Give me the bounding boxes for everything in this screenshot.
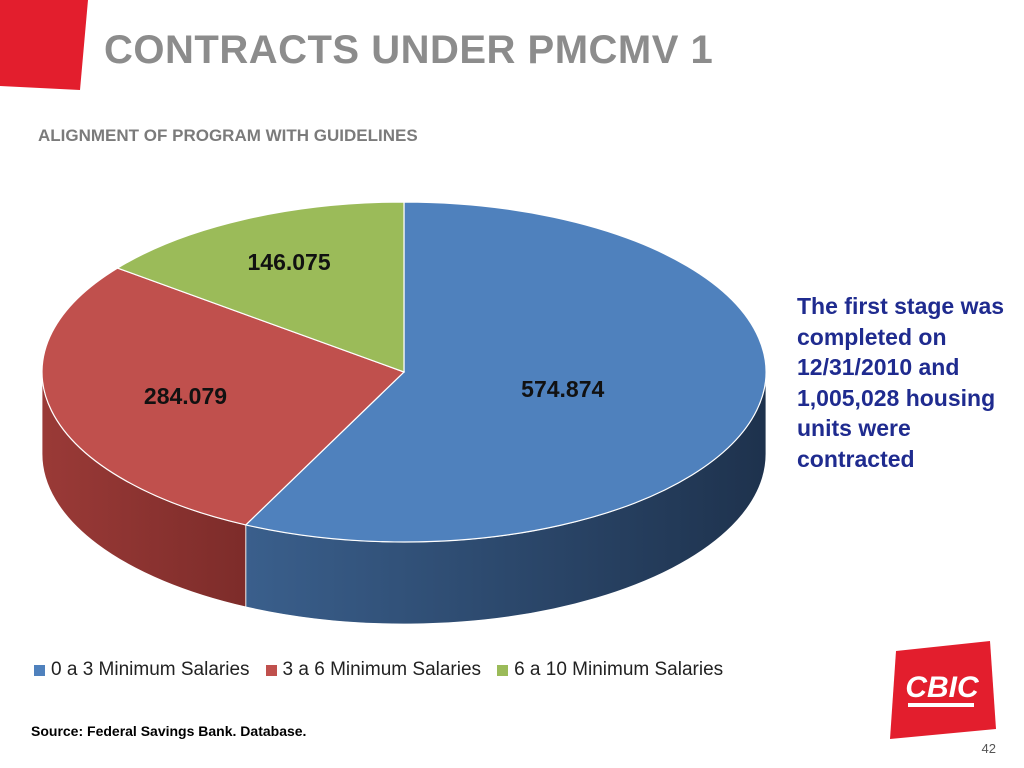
legend-label: 0 a 3 Minimum Salaries [51, 659, 250, 680]
pie-slice-0 [244, 201, 767, 543]
legend-swatch-green [497, 664, 509, 676]
pie-slice-2 [116, 201, 405, 373]
logo-text: CBIC [905, 671, 980, 704]
legend-item-6-10: 6 a 10 Minimum Salaries [497, 659, 723, 681]
legend-swatch-red [265, 664, 277, 676]
page-number: 42 [981, 741, 996, 756]
legend-item-0-3: 0 a 3 Minimum Salaries [34, 659, 250, 681]
page-title: CONTRACTS UNDER PMCMV 1 [104, 28, 714, 72]
legend-label: 6 a 10 Minimum Salaries [514, 659, 724, 680]
legend-swatch-blue [34, 664, 45, 676]
brand-red-tab [0, 0, 88, 90]
chart-legend: 0 a 3 Minimum Salaries 3 a 6 Minimum Sal… [34, 659, 739, 681]
source-note: Source: Federal Savings Bank. Database. [31, 723, 307, 739]
legend-label: 3 a 6 Minimum Salaries [282, 659, 482, 680]
pie-data-label-0: 574.874 [521, 376, 604, 402]
legend-item-3-6: 3 a 6 Minimum Salaries [265, 659, 482, 681]
pie-slice-1 [41, 267, 406, 526]
pie-data-label-2: 146.075 [248, 249, 331, 275]
pie-data-label-1: 284.079 [144, 383, 227, 409]
cbic-logo: CBIC [890, 641, 996, 739]
summary-note: The first stage was completed on 12/31/2… [797, 293, 1005, 472]
page-subtitle: ALIGNMENT OF PROGRAM WITH GUIDELINES [38, 126, 418, 145]
